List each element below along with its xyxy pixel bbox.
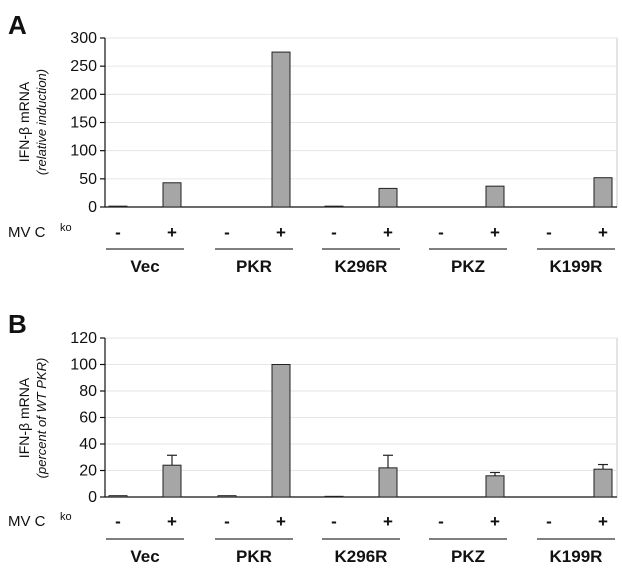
group-label: PKZ (451, 547, 485, 566)
y-tick-label: 40 (79, 436, 97, 453)
treatment-sign: - (115, 512, 121, 531)
treatment-label: MV C (8, 224, 46, 241)
bar (378, 467, 398, 498)
treatment-sign: + (276, 223, 286, 242)
y-axis-label: IFN-β mRNA (16, 81, 32, 162)
treatment-sign: - (331, 223, 337, 242)
group-label: K296R (335, 257, 388, 276)
bar (485, 475, 505, 498)
bar (162, 182, 182, 208)
treatment-label-superscript: ko (60, 222, 72, 234)
y-tick-label: 50 (79, 171, 97, 188)
y-tick-label: 100 (70, 143, 97, 160)
y-axis-sublabel: (relative induction) (34, 69, 49, 175)
treatment-sign: - (546, 223, 552, 242)
group-label: K199R (550, 257, 603, 276)
bar (593, 177, 613, 208)
treatment-sign: + (383, 512, 393, 531)
y-tick-label: 0 (88, 489, 97, 506)
bar (485, 185, 505, 208)
chart-panel-a: A 0 50 100 150 200 250 300 IFN-β mRNA (relative i… (8, 10, 618, 276)
treatment-label: MV C (8, 513, 46, 530)
y-tick-label: 150 (70, 115, 97, 132)
y-axis-label: IFN-β mRNA (16, 377, 32, 458)
y-tick-label: 80 (79, 383, 97, 400)
group-label: PKR (236, 257, 272, 276)
treatment-sign: - (224, 223, 230, 242)
group-label: PKZ (451, 257, 485, 276)
y-tick-label: 120 (70, 330, 97, 347)
treatment-sign: - (115, 223, 121, 242)
panel-letter: B (8, 309, 27, 339)
group-label: K199R (550, 547, 603, 566)
treatment-sign: - (224, 512, 230, 531)
y-tick-label: 20 (79, 463, 97, 480)
treatment-sign: + (383, 223, 393, 242)
y-tick-label: 300 (70, 30, 97, 47)
bar (378, 187, 398, 208)
bar (162, 464, 182, 498)
bar (108, 205, 128, 208)
group-label: Vec (130, 257, 159, 276)
bar (108, 495, 128, 498)
bar (217, 495, 237, 498)
treatment-sign: + (598, 512, 608, 531)
panel-letter: A (8, 10, 27, 40)
y-tick-label: 60 (79, 410, 97, 427)
treatment-sign: - (331, 512, 337, 531)
y-tick-label: 100 (70, 357, 97, 374)
treatment-sign: + (276, 512, 286, 531)
treatment-sign: + (167, 223, 177, 242)
chart-panel-b: B 0 20 40 60 80 100 120 IFN-β mRNA (percent of WT… (8, 309, 618, 566)
treatment-sign: - (438, 512, 444, 531)
treatment-sign: + (167, 512, 177, 531)
treatment-sign: + (490, 512, 500, 531)
treatment-sign: - (438, 223, 444, 242)
y-tick-label: 250 (70, 58, 97, 75)
bar (271, 364, 291, 498)
bar (324, 205, 344, 208)
y-tick-label: 200 (70, 86, 97, 103)
treatment-sign: + (490, 223, 500, 242)
group-label: PKR (236, 547, 272, 566)
bar (324, 495, 344, 498)
y-axis-sublabel: (percent of WT PKR) (34, 358, 49, 479)
y-tick-label: 0 (88, 199, 97, 216)
bar (593, 468, 613, 498)
treatment-sign: - (546, 512, 552, 531)
treatment-sign: + (598, 223, 608, 242)
bar (271, 51, 291, 208)
treatment-label-superscript: ko (60, 511, 72, 523)
group-label: K296R (335, 547, 388, 566)
group-label: Vec (130, 547, 159, 566)
